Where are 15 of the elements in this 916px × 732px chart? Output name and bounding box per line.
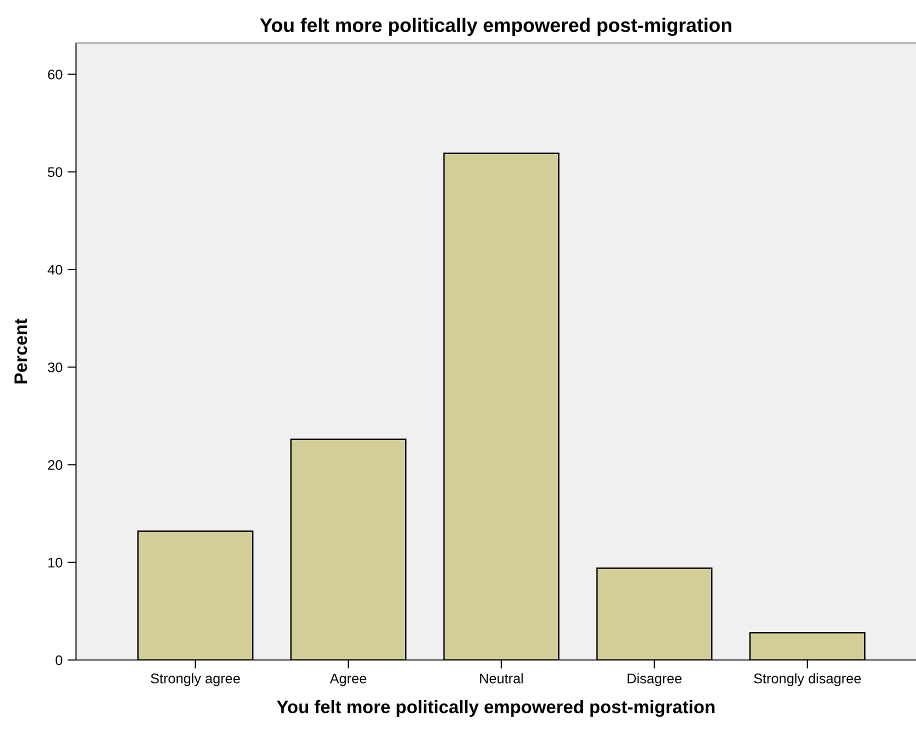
y-tick-label: 10: [48, 558, 62, 568]
x-tick-label: Strongly agree: [150, 673, 240, 686]
x-tick-label: Agree: [330, 674, 366, 686]
chart-title: You felt more politically empowered post-migration: [260, 18, 732, 36]
y-tick-label: 50: [48, 167, 62, 178]
x-tick-label: Neutral: [480, 673, 523, 684]
y-tick-label: 20: [48, 460, 62, 470]
x-axis-title: You felt more politically empowered post-migration: [276, 700, 714, 717]
x-tick-label: Strongly disagree: [754, 673, 861, 686]
y-tick-label: 0: [56, 655, 62, 666]
y-tick-label: 60: [48, 70, 62, 80]
y-tick-label: 30: [48, 362, 62, 372]
x-tick-label: Disagree: [628, 673, 682, 686]
y-axis-title: Percent: [14, 318, 28, 384]
y-tick-label: 40: [48, 264, 62, 275]
